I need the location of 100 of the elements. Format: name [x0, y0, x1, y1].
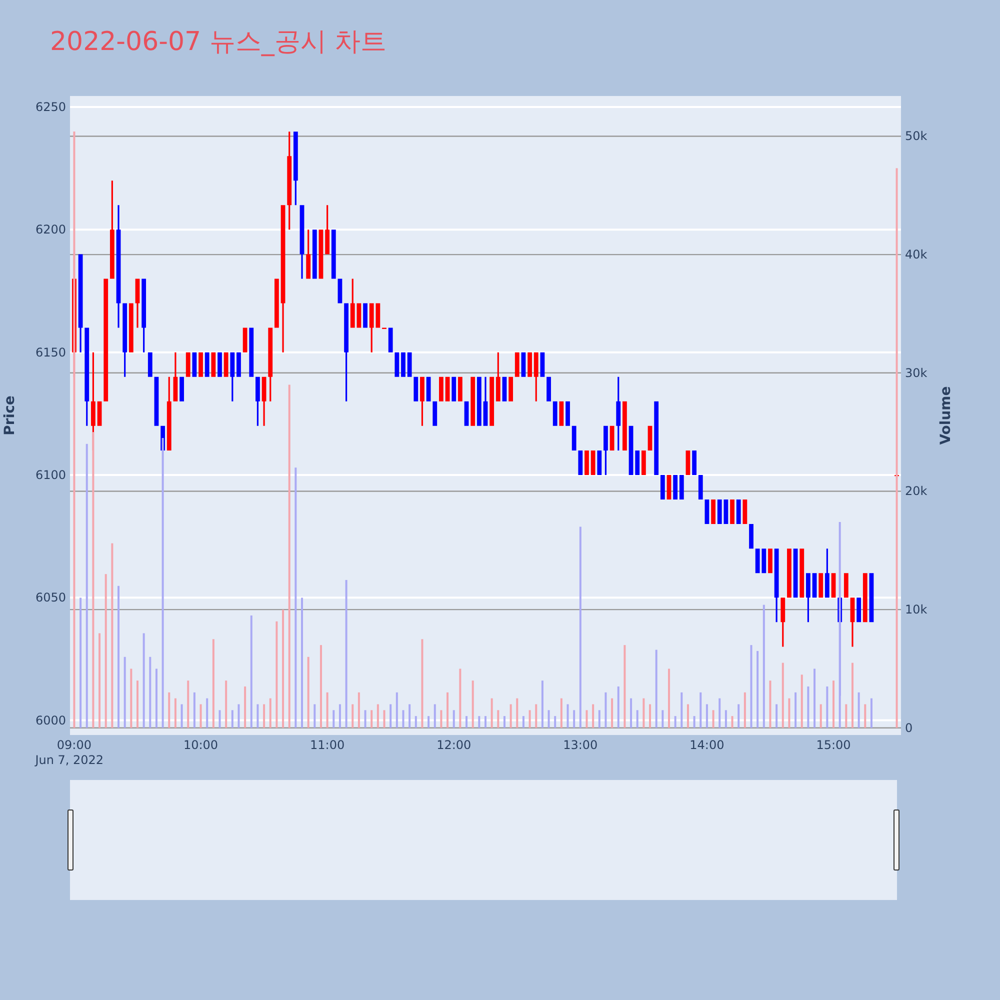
bar: [814, 668, 816, 728]
candlestick: [628, 426, 634, 475]
bar: [484, 716, 486, 728]
bar: [662, 710, 664, 728]
candlestick: [110, 180, 114, 279]
bar: [845, 704, 848, 728]
bar: [548, 710, 550, 728]
candlestick: [180, 376, 184, 402]
candlestick: [104, 278, 108, 402]
bar: [560, 698, 562, 728]
bar: [642, 698, 645, 728]
bar: [756, 650, 759, 728]
candlestick: [148, 352, 152, 377]
candlestick: [218, 352, 222, 377]
candlestick: [407, 352, 412, 377]
bar: [838, 522, 841, 728]
bar: [604, 692, 607, 728]
bar: [428, 716, 430, 728]
candlestick: [211, 352, 216, 377]
candlestick: [426, 376, 431, 402]
candlestick: [458, 376, 462, 402]
candlestick: [578, 450, 583, 475]
bar: [738, 704, 740, 728]
bar: [332, 710, 335, 728]
bar: [724, 710, 727, 728]
candlestick: [490, 376, 494, 426]
bar: [396, 692, 398, 728]
candlestick: [236, 352, 241, 377]
candlestick: [293, 132, 298, 206]
bar: [244, 686, 246, 728]
candlestick: [318, 230, 324, 279]
candlestick: [546, 376, 551, 402]
candlestick: [711, 500, 716, 524]
bar: [864, 704, 866, 728]
candlestick: [331, 230, 336, 279]
candlestick: [540, 352, 545, 377]
candlestick: [338, 278, 342, 304]
bar: [402, 710, 404, 728]
candlestick: [496, 352, 500, 402]
x-tick-label: 12:00: [436, 738, 472, 752]
candlestick: [528, 352, 532, 377]
y-tick-label: 6000: [35, 713, 66, 728]
candlestick: [154, 376, 159, 426]
candlestick: [502, 376, 507, 402]
candlestick: [774, 548, 779, 622]
candlestick: [142, 278, 146, 352]
bar: [408, 704, 411, 728]
bar: [750, 645, 752, 728]
bar: [307, 656, 310, 728]
candlestick: [256, 376, 260, 426]
candlestick: [635, 450, 640, 475]
y2-tick-label: 0: [905, 720, 913, 735]
bar: [452, 710, 455, 728]
candlestick: [686, 450, 690, 475]
candlestick: [508, 376, 514, 402]
bar: [282, 610, 284, 728]
bar: [800, 674, 803, 728]
y-tick-label: 6200: [35, 222, 66, 237]
bar: [421, 639, 424, 728]
bar: [731, 716, 734, 728]
candlestick: [249, 328, 254, 377]
candlestick: [452, 376, 456, 402]
bar: [200, 704, 202, 728]
candlestick: [306, 230, 311, 279]
bar: [358, 692, 360, 728]
candlestick: [844, 573, 848, 598]
candlestick: [793, 548, 798, 598]
bar: [162, 438, 164, 728]
bar: [320, 645, 322, 728]
bar: [263, 704, 266, 728]
bar: [497, 710, 500, 728]
bar: [111, 543, 114, 728]
bar: [636, 710, 638, 728]
bar: [376, 704, 379, 728]
bar: [364, 710, 366, 728]
bar: [250, 615, 252, 728]
bar: [782, 662, 784, 728]
candlestick: [300, 205, 304, 279]
bar: [807, 686, 810, 728]
bar: [586, 710, 588, 728]
x-tick-label: 10:00: [183, 738, 218, 752]
candlestick: [363, 303, 368, 328]
candlestick: [850, 598, 855, 647]
bar: [238, 704, 240, 728]
bar: [225, 680, 228, 728]
bar: [522, 716, 524, 728]
bar: [700, 692, 702, 728]
candlestick: [350, 278, 355, 328]
y-tick-label: 6250: [35, 100, 66, 114]
candlestick: [280, 205, 286, 352]
candlestick: [749, 524, 754, 549]
bar: [762, 604, 765, 728]
bar: [276, 621, 278, 728]
bar: [788, 698, 790, 728]
y-tick-label: 6150: [35, 345, 66, 360]
bar: [73, 132, 76, 728]
y2-axis-title: Volume: [938, 386, 954, 445]
candlestick: [831, 573, 836, 598]
candlestick: [812, 573, 817, 598]
candlestick: [698, 474, 703, 500]
